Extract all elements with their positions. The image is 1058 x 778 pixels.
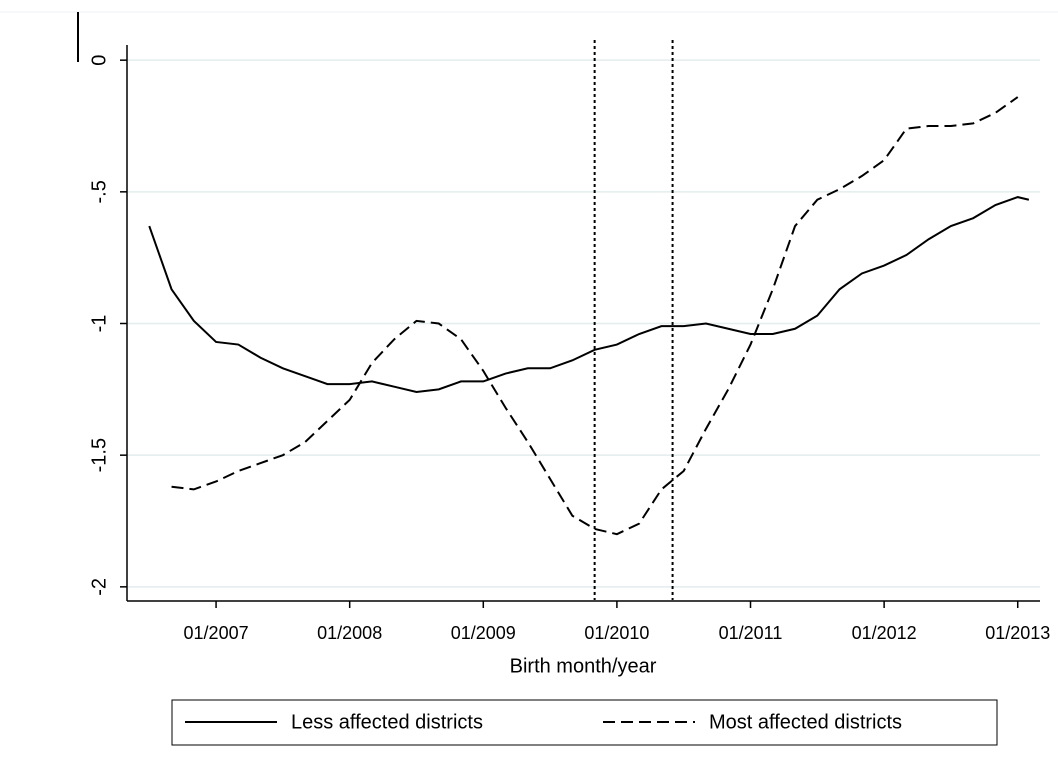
x-tick-label: 01/2013 bbox=[985, 623, 1050, 643]
x-tick-label: 01/2012 bbox=[852, 623, 917, 643]
legend-label: Less affected districts bbox=[291, 711, 483, 733]
series-line bbox=[171, 96, 1019, 536]
y-tick-label: -2 bbox=[88, 578, 110, 596]
series-line bbox=[148, 196, 1030, 393]
x-tick-label: 01/2007 bbox=[184, 623, 249, 643]
x-tick-label: 01/2010 bbox=[584, 623, 649, 643]
y-tick-label: -1.5 bbox=[88, 438, 110, 472]
legend-box bbox=[171, 699, 998, 746]
y-tick-label: -1 bbox=[88, 315, 110, 333]
y-tick-label: 0 bbox=[88, 55, 110, 66]
x-axis-label: Birth month/year bbox=[510, 655, 657, 677]
x-tick-label: 01/2011 bbox=[719, 623, 783, 643]
legend-label: Most affected districts bbox=[709, 711, 902, 733]
x-tick-label: 01/2009 bbox=[451, 623, 516, 643]
y-tick-label: -.5 bbox=[88, 180, 110, 203]
x-tick-label: 01/2008 bbox=[317, 623, 382, 643]
